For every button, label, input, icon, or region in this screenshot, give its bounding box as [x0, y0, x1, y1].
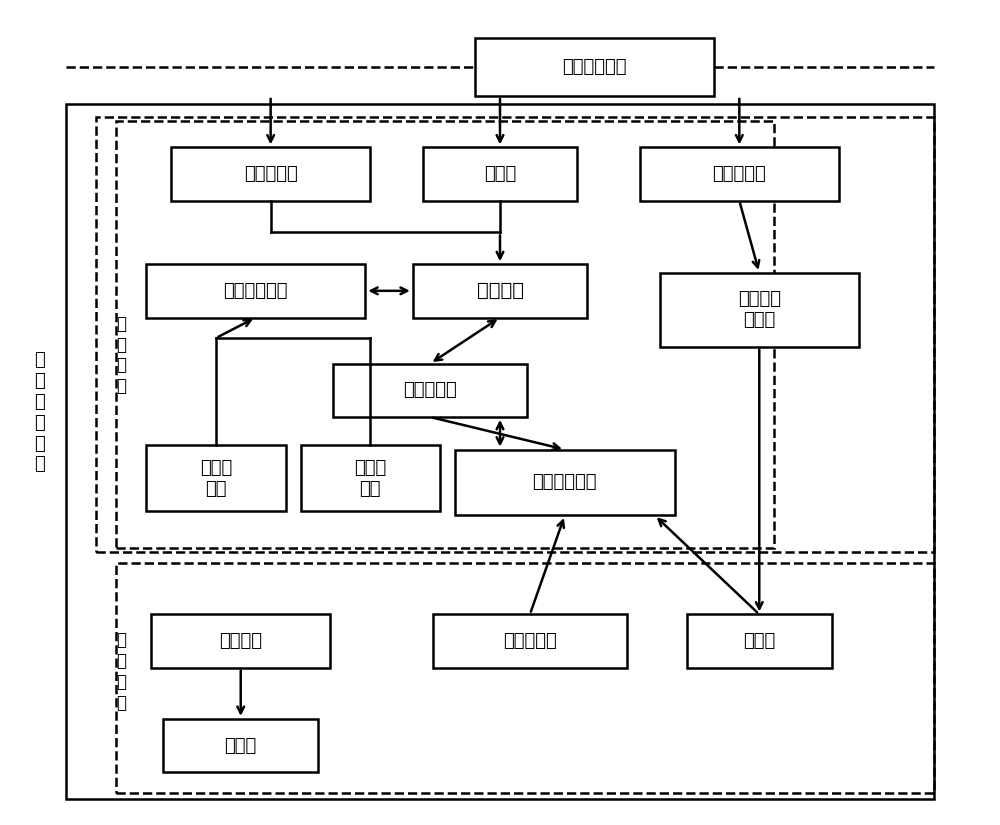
Text: 微电机: 微电机	[225, 737, 257, 755]
Bar	[301, 446, 440, 512]
Text: 状态监测系统: 状态监测系统	[223, 282, 288, 299]
Text: 主控系统: 主控系统	[477, 281, 524, 300]
Text: 水声释放器: 水声释放器	[712, 165, 766, 183]
Text: 数据存储器: 数据存储器	[403, 381, 457, 399]
Bar	[66, 104, 934, 799]
Bar	[640, 148, 839, 200]
Text: 水深传
感器: 水深传 感器	[200, 459, 232, 497]
Bar	[475, 39, 714, 96]
Text: 信标机: 信标机	[484, 165, 516, 183]
Bar	[171, 148, 370, 200]
Bar	[163, 719, 318, 772]
Bar	[333, 364, 527, 417]
Bar	[151, 615, 330, 667]
Bar	[116, 563, 934, 793]
Bar	[146, 264, 365, 318]
Text: 水声释放
器钩锁: 水声释放 器钩锁	[738, 290, 781, 329]
Bar	[687, 615, 832, 667]
Bar	[433, 615, 627, 667]
Text: 甲板控制单元: 甲板控制单元	[562, 59, 627, 76]
Text: 留
置
单
元: 留 置 单 元	[116, 631, 126, 712]
Bar	[413, 264, 587, 318]
Text: 微控电路: 微控电路	[219, 632, 262, 650]
Text: 观
测
装
置
单
元: 观 测 装 置 单 元	[34, 351, 45, 474]
Text: 变形测量缆: 变形测量缆	[503, 632, 557, 650]
Bar	[455, 450, 675, 516]
Text: 数据采集系统: 数据采集系统	[533, 474, 597, 492]
Bar	[423, 148, 577, 200]
Text: 姿态传
感器: 姿态传 感器	[354, 459, 386, 497]
Bar	[146, 446, 286, 512]
Text: 弹簧扣: 弹簧扣	[743, 632, 775, 650]
Text: 回
收
单
元: 回 收 单 元	[116, 315, 126, 395]
Bar	[116, 120, 774, 548]
Bar	[660, 273, 859, 346]
Text: 水声定位器: 水声定位器	[244, 165, 298, 183]
Bar	[96, 116, 934, 552]
